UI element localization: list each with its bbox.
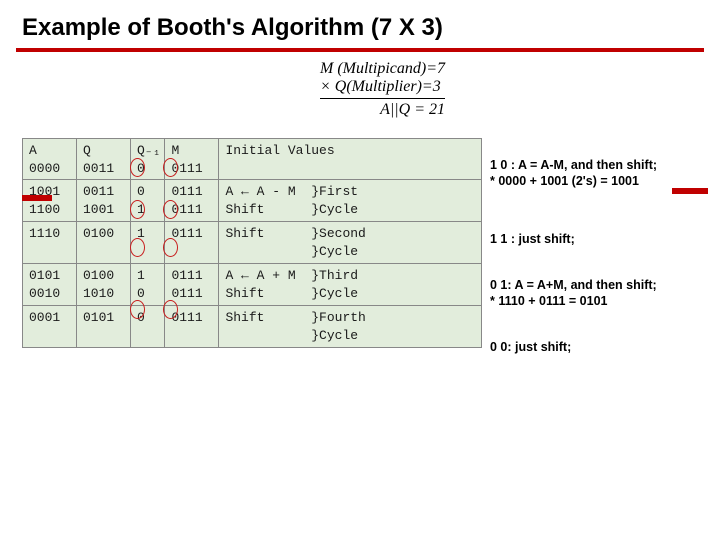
table-row: 0101 0010 0100 1010 1 0 0111 0111 A ← A …	[23, 264, 482, 306]
col-q-header: Q 0011	[77, 139, 131, 180]
cell: 0	[131, 306, 165, 348]
cell: 0100	[77, 222, 131, 264]
note: 1 0 : A = A-M, and then shift; * 0000 + …	[490, 158, 710, 189]
cell: 0101 0010	[23, 264, 77, 306]
highlight-bar	[22, 195, 52, 201]
formula-result: A||Q = 21	[320, 101, 445, 119]
cell: Shift }Fourth }Cycle	[219, 306, 482, 348]
page-title: Example of Booth's Algorithm (7 X 3)	[0, 0, 720, 46]
col-a-header: A 0000	[23, 139, 77, 180]
formula-line1: M (Multipicand)=7	[320, 60, 445, 78]
cell: 0111 0111	[165, 264, 219, 306]
table-row: A 0000 Q 0011 Q₋₁ 0 M 0111 Initial Value…	[23, 139, 482, 180]
col-m-header: M 0111	[165, 139, 219, 180]
table-row: 1110 0100 1 0111 Shift }Second }Cycle	[23, 222, 482, 264]
cell: 0101	[77, 306, 131, 348]
table-row: 0001 0101 0 0111 Shift }Fourth }Cycle	[23, 306, 482, 348]
note: 1 1 : just shift;	[490, 232, 710, 248]
table-row: 1001 1100 0011 1001 0 1 0111 0111 A ← A …	[23, 180, 482, 222]
cell: 0111 0111	[165, 180, 219, 222]
cell: 0111	[165, 306, 219, 348]
note: 0 0: just shift;	[490, 340, 710, 356]
col-q1-header: Q₋₁ 0	[131, 139, 165, 180]
cell: A ← A + M }Third Shift }Cycle	[219, 264, 482, 306]
cell: 1110	[23, 222, 77, 264]
cell: 0011 1001	[77, 180, 131, 222]
note: 0 1: A = A+M, and then shift; * 1110 + 0…	[490, 278, 710, 309]
cell: 1	[131, 222, 165, 264]
cell: 0100 1010	[77, 264, 131, 306]
highlight-bar	[672, 188, 708, 194]
cell: 1 0	[131, 264, 165, 306]
title-underline	[16, 48, 704, 52]
col-desc-header: Initial Values	[219, 139, 482, 180]
algorithm-table: A 0000 Q 0011 Q₋₁ 0 M 0111 Initial Value…	[22, 138, 482, 348]
cell: A ← A - M }First Shift }Cycle	[219, 180, 482, 222]
cell: 0 1	[131, 180, 165, 222]
cell: Shift }Second }Cycle	[219, 222, 482, 264]
cell: 0111	[165, 222, 219, 264]
formula-line2: × Q(Multiplier)=3	[320, 78, 445, 99]
cell: 0001	[23, 306, 77, 348]
formula-block: M (Multipicand)=7 × Q(Multiplier)=3 A||Q…	[320, 60, 445, 119]
